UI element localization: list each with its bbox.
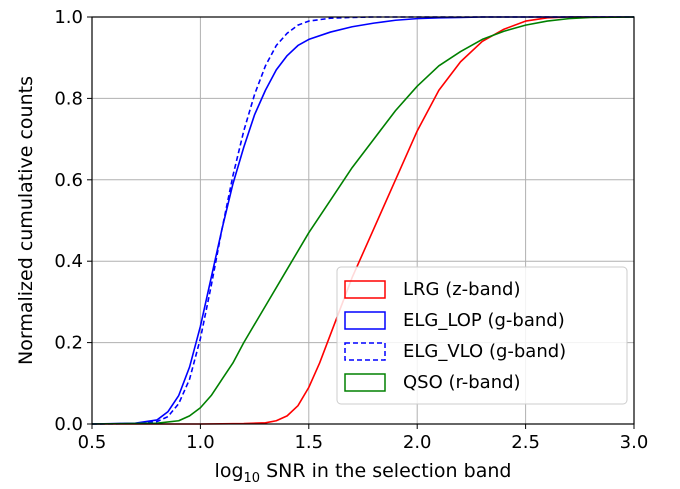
series-line-lrg-z-band	[92, 16, 634, 425]
x-tick-label: 1.5	[294, 432, 323, 453]
x-axis-label-log: log	[215, 460, 244, 482]
legend-label-qso-r-band: QSO (r-band)	[403, 372, 521, 393]
y-tick-label: 1.0	[54, 7, 83, 28]
plot-frame	[91, 16, 635, 425]
legend-label-elg-vlo-g-band: ELG_VLO (g-band)	[403, 341, 566, 362]
y-tick-label: 0.2	[54, 333, 83, 354]
legend-label-lrg-z-band: LRG (z-band)	[403, 279, 520, 300]
y-tick-label: 0.6	[54, 170, 83, 191]
y-tick-label: 0.4	[54, 251, 83, 272]
legend-box	[336, 266, 628, 405]
y-tick-label: 0.0	[54, 414, 83, 435]
legend: LRG (z-band) ELG_LOP (g-band) ELG_VLO (g-b…	[336, 266, 628, 405]
series-line-elg-lop-g-band	[91, 16, 634, 425]
x-axis-label-rest: SNR in the selection band	[260, 460, 511, 482]
legend-swatch-elg-vlo-g-band	[344, 342, 386, 361]
legend-swatch-elg-lop-g-band	[344, 311, 386, 330]
y-tick-label: 0.8	[54, 88, 83, 109]
x-tick-label: 2.5	[511, 432, 540, 453]
legend-swatch-qso-r-band	[344, 373, 386, 392]
x-tick-label: 3.0	[620, 432, 649, 453]
legend-label-elg-lop-g-band: ELG_LOP (g-band)	[403, 310, 565, 331]
series-line-elg-vlo-g-band	[91, 16, 634, 425]
x-axis-label: log10 SNR in the selection band	[215, 460, 512, 486]
x-axis-label-subscript: 10	[244, 471, 261, 486]
x-tick-label: 1.0	[186, 432, 215, 453]
y-axis-label: Normalized cumulative counts	[15, 76, 37, 365]
x-tick-label: 0.5	[78, 432, 107, 453]
series-group	[91, 16, 635, 425]
series-line-qso-r-band	[91, 16, 635, 425]
legend-swatch-lrg-z-band	[344, 280, 386, 299]
x-tick-label: 2.0	[403, 432, 432, 453]
ticks: 0.5 1.0 1.5 2.0 2.5 3.0 0.0 0.2 0.4 0.6 0.8 1.0	[54, 7, 648, 453]
